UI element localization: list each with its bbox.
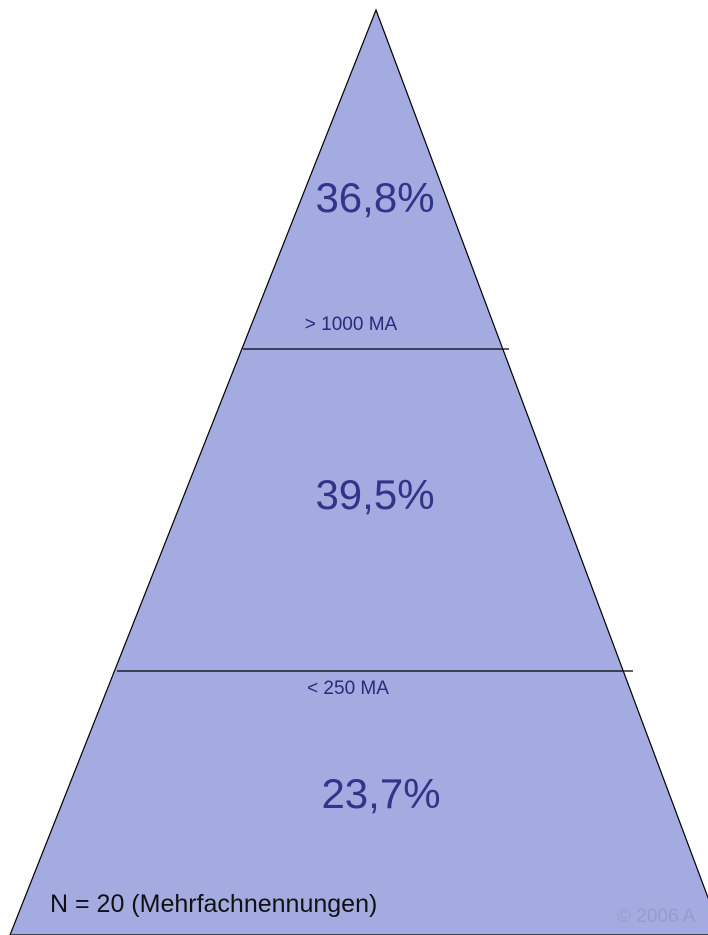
sample-size-note: N = 20 (Mehrfachnennungen) <box>50 890 377 918</box>
pyramid-shape <box>9 8 708 935</box>
copyright-text: © 2006 A <box>617 906 696 927</box>
top-segment-percent: 36,8% <box>315 174 434 221</box>
lower-boundary-label: < 250 MA <box>307 678 389 699</box>
bottom-segment-percent: 23,7% <box>321 770 440 817</box>
middle-segment-percent: 39,5% <box>315 471 434 518</box>
upper-boundary-label: > 1000 MA <box>305 314 398 335</box>
